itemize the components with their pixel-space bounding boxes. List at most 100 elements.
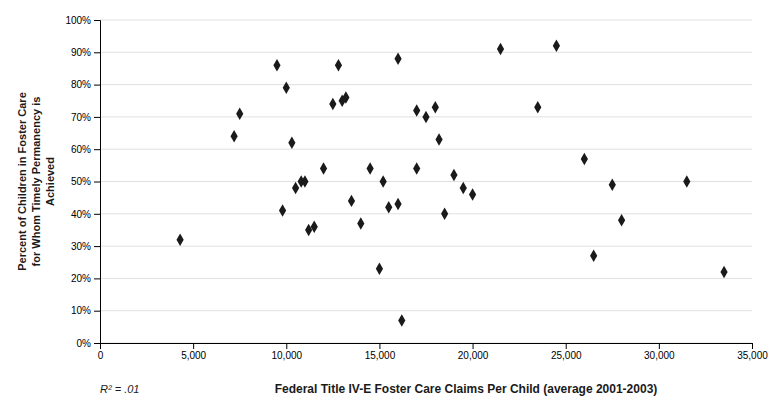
tick-label: 0 <box>98 350 104 361</box>
point <box>376 262 383 274</box>
x-axis-title: Federal Title IV-E Foster Care Claims Pe… <box>275 382 658 396</box>
tick-mark <box>94 52 100 53</box>
point <box>618 214 625 226</box>
tick-label: 100% <box>65 15 91 26</box>
tick-mark <box>473 343 474 349</box>
grid-line <box>100 20 752 21</box>
point <box>534 101 541 113</box>
tick-mark <box>193 343 194 349</box>
tick: 10% <box>71 305 100 316</box>
point <box>683 175 690 187</box>
point <box>301 175 308 187</box>
grid-line <box>100 246 752 247</box>
point <box>441 208 448 220</box>
grid-line <box>100 52 752 53</box>
grid <box>100 20 752 343</box>
tick: 5,000 <box>181 343 206 361</box>
grid-line <box>100 310 752 311</box>
tick-label: 30,000 <box>644 350 675 361</box>
axis-line <box>101 344 753 350</box>
tick-label: 90% <box>71 47 91 58</box>
tick-mark <box>286 343 287 349</box>
grid-line <box>100 181 752 182</box>
tick-label: 50% <box>71 176 91 187</box>
annotation: R² = .01 <box>100 383 139 395</box>
tick: 0% <box>77 338 100 349</box>
tick: 30,000 <box>644 343 675 361</box>
tick-label: 80% <box>71 79 91 90</box>
point <box>394 198 401 210</box>
point <box>176 233 183 245</box>
tick-mark <box>94 214 100 215</box>
tick-label: 40% <box>71 209 91 220</box>
tick-mark <box>94 20 100 21</box>
point <box>288 136 295 148</box>
point <box>279 204 286 216</box>
tick-mark <box>94 182 100 183</box>
point <box>432 101 439 113</box>
tick: 0 <box>98 343 104 361</box>
tick-label: 5,000 <box>181 350 206 361</box>
tick-mark <box>94 343 100 344</box>
tick: 20% <box>71 273 100 284</box>
y-axis: 0% 10% 20% 30% 40% 50% 60% 70% 80% 90% 100% <box>65 15 100 349</box>
tick: 20,000 <box>458 343 489 361</box>
point <box>609 178 616 190</box>
point <box>413 104 420 116</box>
tick-mark <box>752 343 753 349</box>
tick: 35,000 <box>737 343 768 361</box>
tick-mark <box>659 343 660 349</box>
point <box>380 175 387 187</box>
axis-line <box>94 21 101 344</box>
grid-line <box>100 278 752 279</box>
point <box>283 82 290 94</box>
point <box>320 162 327 174</box>
tick-mark <box>94 246 100 247</box>
y-axis-title: Percent of Children in Foster Carefor Wh… <box>16 92 56 270</box>
tick-label: 20% <box>71 273 91 284</box>
point <box>450 169 457 181</box>
tick-mark <box>94 117 100 118</box>
tick-mark <box>94 278 100 279</box>
tick: 15,000 <box>365 343 396 361</box>
plot: 0 5,000 10,000 15,000 20,000 25,000 30,000 35,0… <box>65 15 768 361</box>
point <box>311 220 318 232</box>
point <box>581 153 588 165</box>
point <box>329 98 336 110</box>
point <box>413 162 420 174</box>
tick: 10,000 <box>271 343 302 361</box>
grid-line <box>100 149 752 150</box>
point <box>590 250 597 262</box>
tick: 25,000 <box>551 343 582 361</box>
tick-label: 20,000 <box>458 350 489 361</box>
tick: 80% <box>71 79 100 90</box>
grid-line <box>100 84 752 85</box>
tick-label: 60% <box>71 144 91 155</box>
tick-label: 70% <box>71 112 91 123</box>
point <box>553 40 560 52</box>
tick-label: 10,000 <box>271 350 302 361</box>
point <box>335 59 342 71</box>
grid-line <box>100 213 752 214</box>
point <box>422 111 429 123</box>
point <box>305 224 312 236</box>
point <box>394 53 401 65</box>
tick: 60% <box>71 144 100 155</box>
tick-mark <box>94 311 100 312</box>
tick-label: 25,000 <box>551 350 582 361</box>
tick-label: 35,000 <box>737 350 768 361</box>
point <box>385 201 392 213</box>
point <box>469 188 476 200</box>
points <box>176 40 727 327</box>
x-axis: 0 5,000 10,000 15,000 20,000 25,000 30,000 35,0… <box>98 343 769 361</box>
point <box>236 107 243 119</box>
point <box>273 59 280 71</box>
point <box>435 133 442 145</box>
tick: 50% <box>71 176 100 187</box>
tick-label: 15,000 <box>365 350 396 361</box>
chart: 0 5,000 10,000 15,000 20,000 25,000 30,000 35,0… <box>0 0 782 415</box>
tick-mark <box>94 149 100 150</box>
point <box>348 195 355 207</box>
tick: 100% <box>65 15 100 26</box>
tick: 30% <box>71 241 100 252</box>
